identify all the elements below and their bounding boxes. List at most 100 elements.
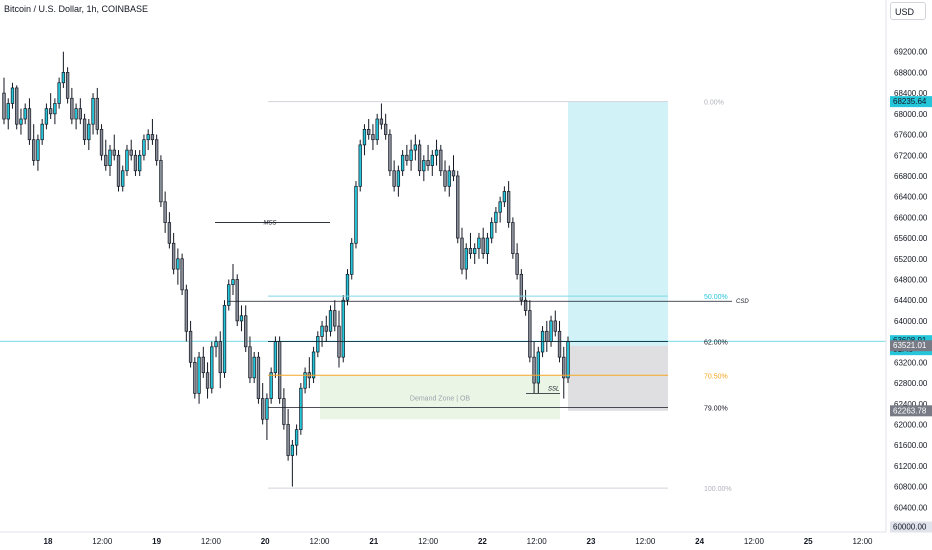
candle-up (91, 97, 95, 125)
candle-up (409, 149, 413, 161)
candle-down (439, 149, 443, 172)
candle-down (388, 134, 392, 172)
bottom-price-badge-bg (890, 521, 932, 533)
candle-up (269, 372, 273, 399)
mss-label: MSS (263, 221, 276, 227)
candle-up (142, 139, 146, 156)
candle-up (108, 149, 112, 166)
candle-up (214, 341, 218, 348)
candle-down (201, 356, 205, 374)
candle-down (528, 310, 532, 358)
candle-up (299, 387, 303, 430)
currency-selector[interactable]: USD (890, 2, 926, 20)
candle-up (36, 139, 40, 161)
candle-up (362, 129, 367, 146)
y-tick-label: 63200.00 (894, 358, 928, 367)
candle-down (15, 87, 19, 125)
candle-down (405, 154, 409, 161)
candle-down (379, 118, 384, 125)
candle-down (188, 330, 193, 363)
candle-down (248, 346, 252, 379)
candle-up (422, 160, 426, 172)
candle-down (523, 299, 528, 311)
candle-down (2, 92, 6, 120)
y-tick-label: 61600.00 (894, 441, 928, 450)
candle-down (506, 191, 511, 223)
candle-up (400, 154, 405, 172)
candle-down (193, 361, 197, 394)
candle-down (426, 160, 430, 166)
x-tick-label: 12:00 (92, 537, 113, 546)
candle-down (324, 325, 328, 332)
candle-down (104, 154, 108, 166)
x-tick-label: 12:00 (418, 537, 439, 546)
candle-down (417, 144, 422, 172)
candle-down (163, 201, 167, 223)
fib-level-label: 62.00% (704, 340, 728, 347)
candle-up (490, 222, 494, 239)
x-tick-label: 20 (261, 537, 270, 546)
y-tick-label: 65200.00 (894, 255, 928, 264)
candle-down (392, 170, 396, 187)
y-tick-label: 65600.00 (894, 234, 928, 243)
y-tick-label: 64000.00 (894, 317, 928, 326)
candle-up (138, 154, 142, 172)
x-tick-label: 12:00 (744, 537, 765, 546)
y-tick-label: 67600.00 (894, 131, 928, 140)
candle-up (6, 103, 10, 120)
candle-up (434, 149, 439, 156)
candle-down (129, 149, 133, 156)
candle-up (210, 346, 214, 389)
candle-up (125, 149, 129, 172)
candle-up (227, 284, 231, 306)
fib-level-label: 100.00% (704, 486, 732, 493)
candle-up (320, 325, 324, 337)
candle-up (358, 144, 362, 187)
candle-up (536, 351, 540, 384)
candle-up (176, 258, 180, 270)
candle-down (82, 118, 87, 141)
candle-down (456, 175, 460, 239)
candle-down (27, 108, 32, 141)
y-tick-label: 68000.00 (894, 110, 928, 119)
candle-up (502, 191, 507, 203)
candle-down (205, 372, 210, 389)
chart-title: Bitcoin / U.S. Dollar, 1h, COINBASE (4, 4, 149, 14)
candle-down (460, 237, 464, 270)
candle-down (532, 356, 536, 384)
x-tick-label: 21 (369, 537, 378, 546)
y-tick-label: 68400.00 (894, 89, 928, 98)
candle-down (367, 129, 371, 135)
candle-up (197, 356, 201, 394)
candle-up (121, 170, 125, 187)
y-tick-label: 62000.00 (894, 420, 928, 429)
candle-down (159, 160, 163, 203)
demand-zone-label: Demand Zone | OB (410, 395, 471, 402)
entry-price-badge: 63521.01 (890, 340, 932, 352)
fib-level-label: 50.00% (704, 294, 728, 301)
candle-up (430, 154, 434, 166)
x-tick-label: 23 (587, 537, 596, 546)
candle-up (252, 356, 256, 379)
candle-up (354, 185, 358, 244)
candle-up (396, 170, 401, 187)
candle-up (494, 211, 498, 223)
y-tick-label: 64400.00 (894, 296, 928, 305)
candle-down (70, 97, 74, 120)
candle-down (235, 279, 239, 322)
y-tick-label: 62400.00 (894, 400, 928, 409)
candle-down (333, 310, 337, 327)
candle-up (146, 134, 150, 141)
x-tick-label: 22 (478, 537, 487, 546)
candle-down (171, 242, 176, 270)
x-tick-label: 12:00 (309, 537, 330, 546)
candle-down (286, 424, 290, 456)
candle-up (549, 320, 553, 342)
candle-up (485, 237, 490, 254)
candles-layer (2, 51, 570, 487)
candle-up (413, 144, 418, 151)
candle-down (371, 134, 375, 141)
candle-up (57, 82, 61, 104)
